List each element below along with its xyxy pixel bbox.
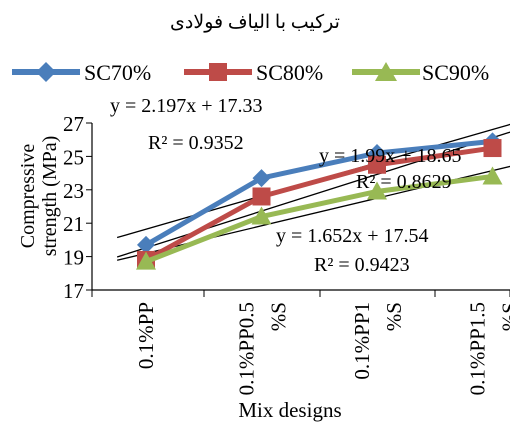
series-line-sc70: [144, 138, 493, 248]
data-point: [482, 166, 503, 185]
x-tick-label: 0.1%PP1 %S: [350, 302, 406, 380]
y-tick-label: 25: [63, 145, 84, 169]
series-line-sc90: [145, 173, 493, 264]
x-tick-label: 0.1%PP0.5 %S: [235, 302, 291, 395]
trendline-r2-sc90: R² = 0.9423: [314, 254, 410, 276]
trendline-labels: y = 2.197x + 17.33 R² = 0.9352 y = 1.99x…: [110, 95, 462, 276]
data-point: [483, 139, 502, 158]
data-point: [251, 206, 272, 225]
data-point: [367, 181, 387, 200]
trendline-equation-sc70: y = 2.197x + 17.33: [110, 95, 263, 117]
y-tick-label: 23: [63, 179, 84, 203]
x-tick-label: 0.1%PP: [134, 302, 158, 369]
legend-label-sc80: SC80%: [256, 60, 323, 85]
x-tick-label: 0.1%PP1.5 %S: [466, 302, 510, 395]
trendline-r2-sc70: R² = 0.9352: [148, 132, 244, 154]
data-point: [368, 155, 386, 174]
data-point: [137, 235, 155, 254]
series-lines: [136, 132, 503, 270]
legend-label-sc90: SC90%: [422, 60, 489, 85]
y-tick-label: 21: [63, 212, 84, 236]
y-tick-label: 27: [63, 112, 84, 136]
trendline-equation-sc80: y = 1.99x + 18.65: [319, 145, 462, 167]
x-tick-label-line: 0.1%PP1: [350, 302, 374, 380]
series-line-sc80: [144, 145, 493, 263]
y-tick-label: 17: [63, 279, 84, 303]
trendline-sc70: [116, 131, 510, 258]
chart-title: ترکیب با الیاف فولادی: [170, 12, 340, 33]
y-axis-title: Compressivestrength (MPa): [17, 136, 61, 257]
data-point: [136, 251, 156, 270]
data-point: [252, 187, 271, 206]
legend-label-sc70: SC70%: [84, 60, 151, 85]
x-tick-label-line: %S: [498, 302, 510, 331]
x-tick-label-line: %S: [382, 302, 406, 331]
x-tick-label-line: 0.1%PP1.5: [466, 302, 490, 395]
trendline-equation-sc90: y = 1.652x + 17.54: [276, 225, 429, 247]
x-tick-label-line: 0.1%PP0.5: [235, 302, 259, 395]
legend: SC70% SC80% SC90%: [12, 60, 489, 85]
data-point: [252, 169, 271, 188]
y-tick-label: 19: [63, 246, 84, 270]
trendline-r2-sc80: R² = 0.8629: [356, 171, 452, 193]
legend-item-sc90: SC90%: [352, 60, 489, 85]
legend-item-sc70: SC70%: [12, 60, 151, 85]
x-axis-title: Mix designs: [238, 398, 341, 422]
legend-item-sc80: SC80%: [184, 60, 323, 85]
x-tick-label-line: %S: [267, 302, 291, 331]
x-tick-label-line: 0.1%PP: [134, 302, 158, 369]
